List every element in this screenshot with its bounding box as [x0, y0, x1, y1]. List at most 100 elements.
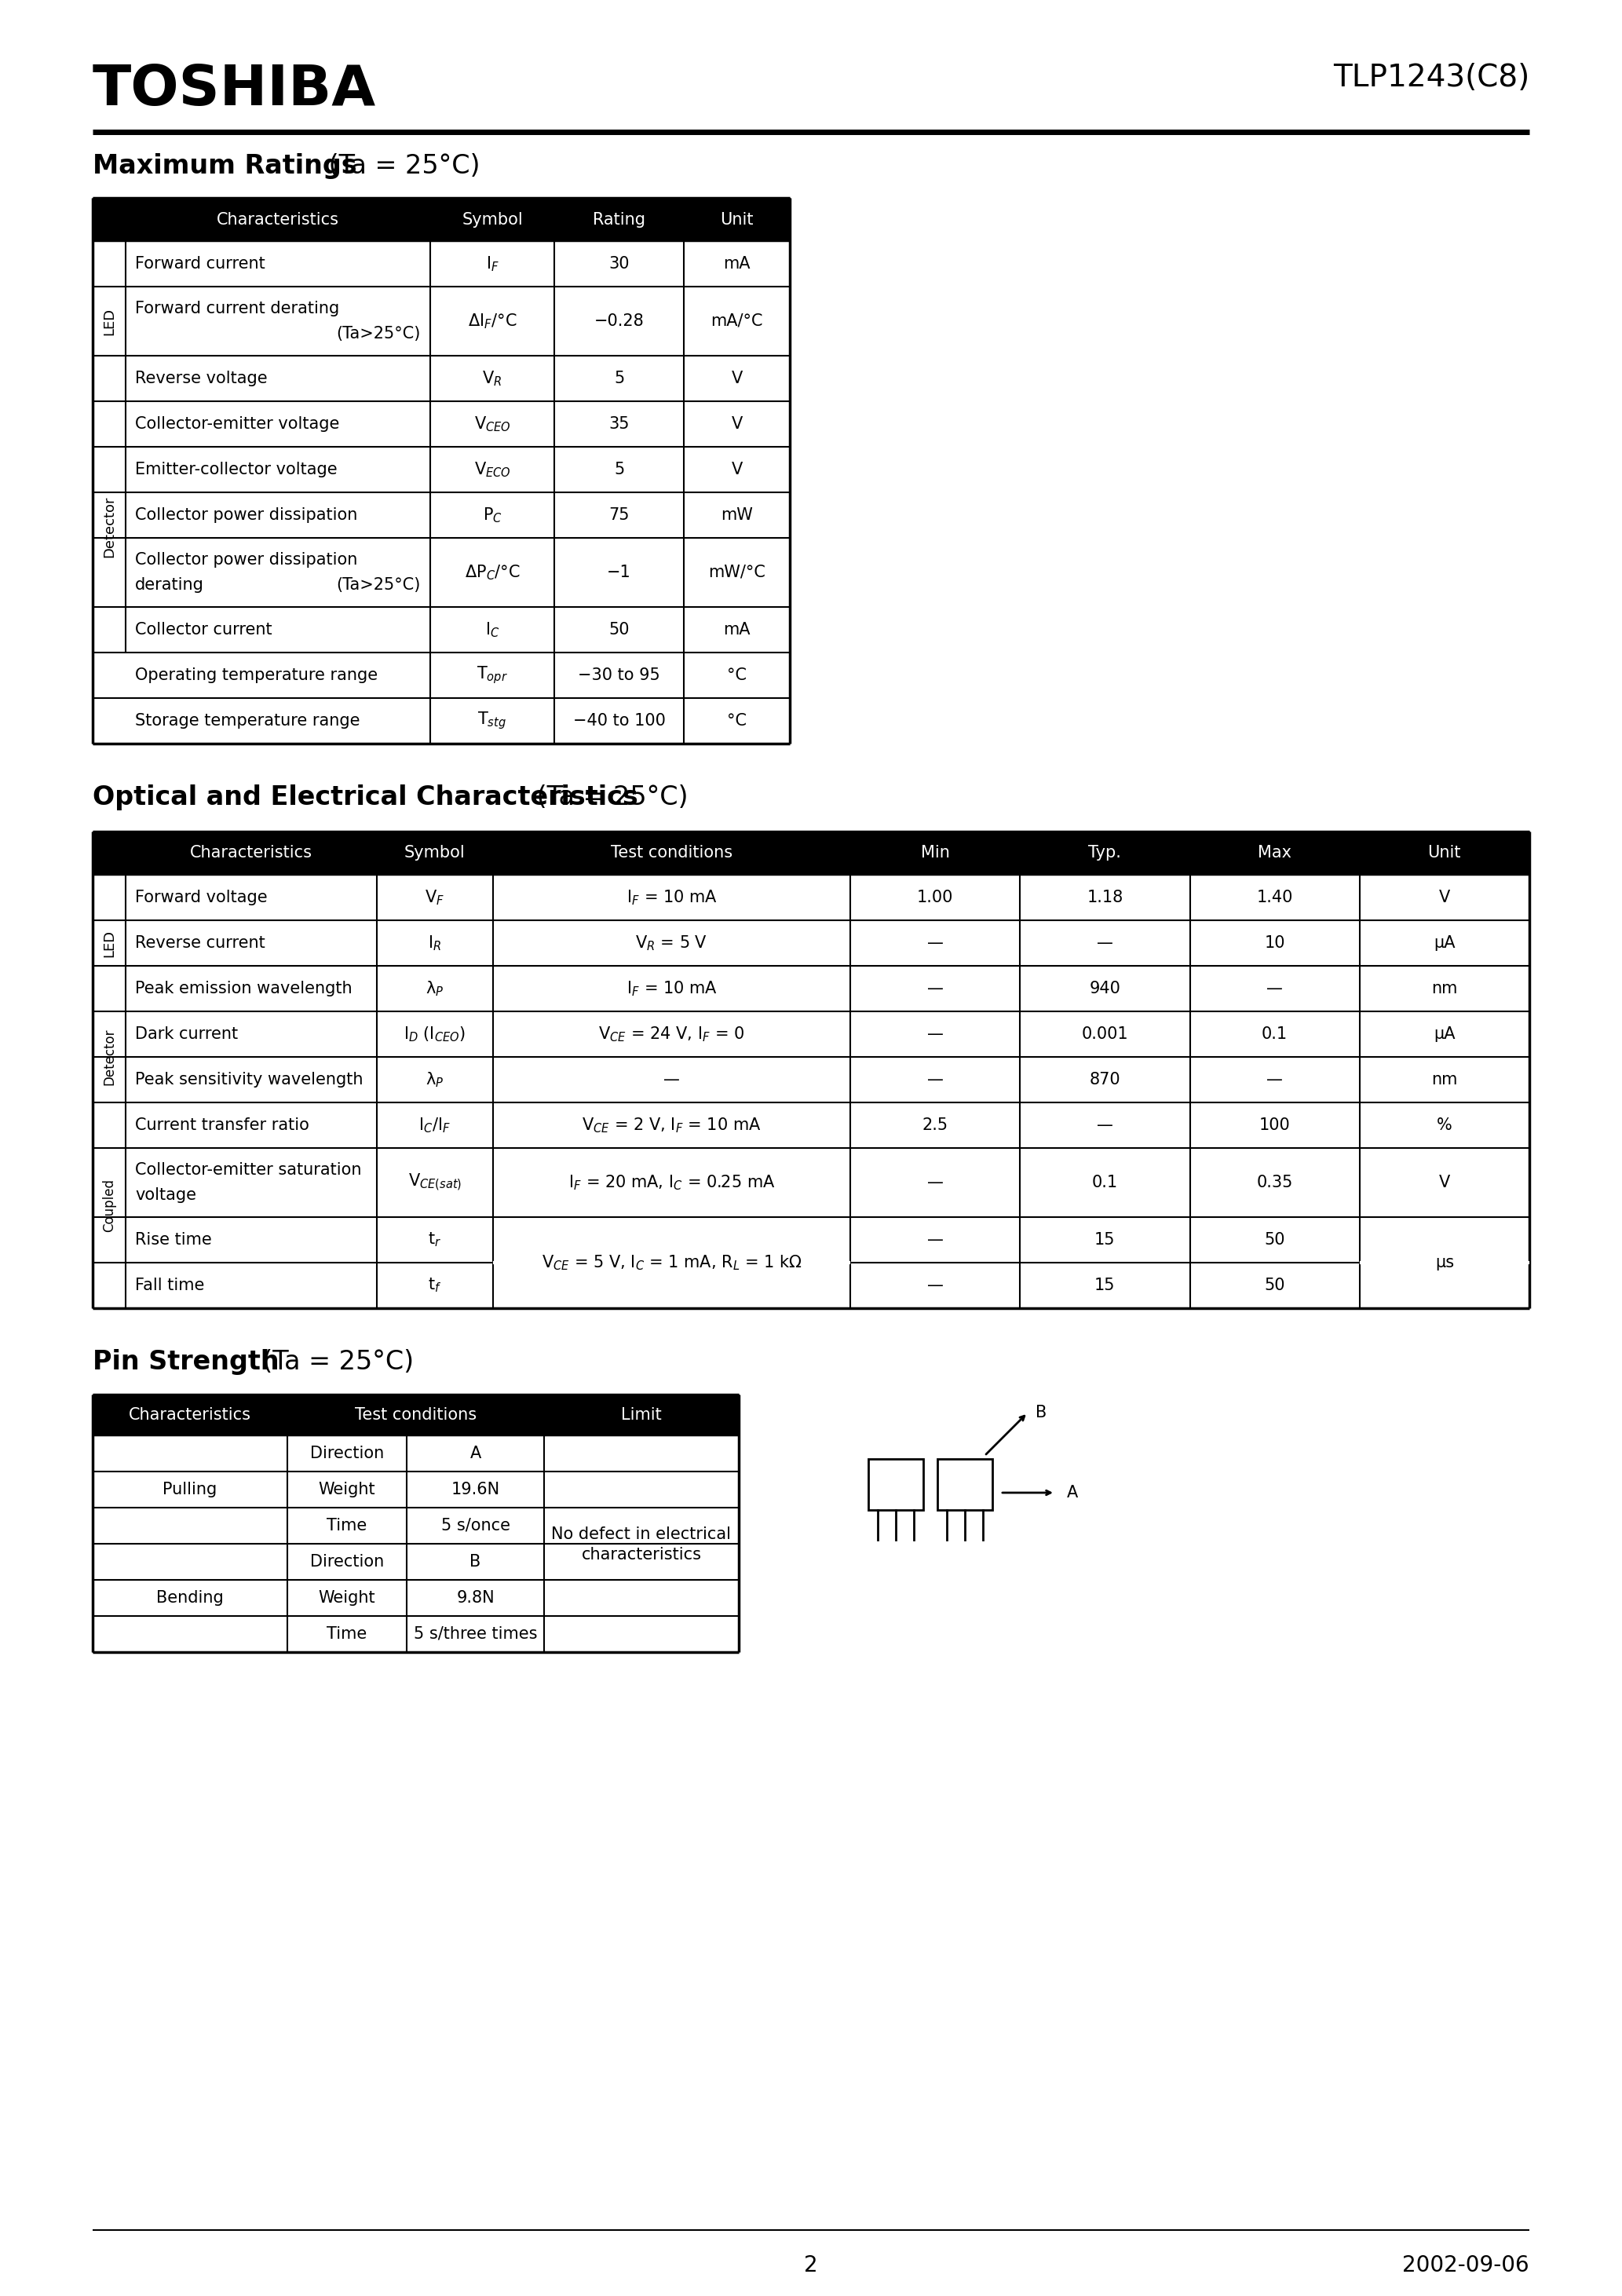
Text: mW/°C: mW/°C: [709, 565, 766, 581]
Text: TLP1243(C8): TLP1243(C8): [1333, 62, 1530, 92]
Text: —: —: [926, 934, 944, 951]
Text: μA: μA: [1434, 934, 1455, 951]
Text: LED: LED: [102, 930, 117, 957]
Text: A: A: [1067, 1486, 1079, 1502]
Text: Emitter-collector voltage: Emitter-collector voltage: [135, 461, 337, 478]
Text: V$_{CEO}$: V$_{CEO}$: [474, 416, 511, 434]
Text: ΔI$_F$/°C: ΔI$_F$/°C: [467, 312, 517, 331]
Text: 10: 10: [1264, 934, 1285, 951]
Text: T$_{stg}$: T$_{stg}$: [478, 709, 506, 732]
Text: —: —: [1096, 1118, 1113, 1134]
Text: nm: nm: [1431, 980, 1458, 996]
Text: Collector power dissipation: Collector power dissipation: [135, 507, 357, 523]
Text: 15: 15: [1095, 1277, 1116, 1293]
Text: 15: 15: [1095, 1233, 1116, 1247]
Text: −0.28: −0.28: [594, 312, 644, 328]
Text: V: V: [732, 416, 743, 432]
Text: P$_C$: P$_C$: [482, 505, 503, 523]
Text: (Ta>25°C): (Ta>25°C): [336, 326, 420, 342]
Text: Detector: Detector: [102, 1029, 117, 1086]
Text: Reverse voltage: Reverse voltage: [135, 370, 268, 386]
Text: 1.40: 1.40: [1257, 889, 1293, 905]
Bar: [938, 1458, 993, 1511]
Text: Weight: Weight: [318, 1481, 376, 1497]
Text: mA: mA: [723, 622, 751, 638]
Text: 50: 50: [608, 622, 629, 638]
Text: V$_{CE}$ = 2 V, I$_F$ = 10 mA: V$_{CE}$ = 2 V, I$_F$ = 10 mA: [582, 1116, 761, 1134]
Text: 5 s/once: 5 s/once: [441, 1518, 509, 1534]
Text: Peak sensitivity wavelength: Peak sensitivity wavelength: [135, 1072, 363, 1088]
Text: Current transfer ratio: Current transfer ratio: [135, 1118, 310, 1134]
Text: Min: Min: [921, 845, 949, 861]
Text: —: —: [1267, 1072, 1283, 1088]
Text: °C: °C: [727, 668, 746, 684]
Text: I$_C$: I$_C$: [485, 620, 500, 638]
Text: Fall time: Fall time: [135, 1277, 204, 1293]
Text: mA: mA: [723, 255, 751, 271]
Text: V$_R$: V$_R$: [482, 370, 503, 388]
Text: B: B: [1035, 1405, 1046, 1421]
Text: 1.00: 1.00: [916, 889, 954, 905]
Text: I$_F$ = 10 mA: I$_F$ = 10 mA: [626, 889, 717, 907]
Text: (Ta = 25°C): (Ta = 25°C): [320, 154, 480, 179]
Text: V: V: [1439, 889, 1450, 905]
Text: Weight: Weight: [318, 1591, 376, 1605]
Text: 75: 75: [608, 507, 629, 523]
Text: V: V: [732, 461, 743, 478]
Text: 870: 870: [1090, 1072, 1121, 1088]
Text: Symbol: Symbol: [462, 211, 522, 227]
Text: Storage temperature range: Storage temperature range: [135, 714, 360, 728]
Text: 5 s/three times: 5 s/three times: [414, 1626, 537, 1642]
Text: Collector-emitter saturation: Collector-emitter saturation: [135, 1162, 362, 1178]
Text: voltage: voltage: [135, 1187, 196, 1203]
Text: λ$_P$: λ$_P$: [425, 1070, 444, 1088]
Text: −30 to 95: −30 to 95: [577, 668, 660, 684]
Text: I$_R$: I$_R$: [428, 934, 441, 953]
Text: 2002-09-06: 2002-09-06: [1403, 2255, 1530, 2275]
Text: Collector-emitter voltage: Collector-emitter voltage: [135, 416, 339, 432]
Text: V$_{CE (sat)}$: V$_{CE (sat)}$: [409, 1173, 462, 1194]
Text: Pulling: Pulling: [162, 1481, 217, 1497]
Text: Collector current: Collector current: [135, 622, 272, 638]
Text: Maximum Ratings: Maximum Ratings: [92, 154, 357, 179]
Text: —: —: [1267, 980, 1283, 996]
Text: −1: −1: [607, 565, 631, 581]
Text: mA/°C: mA/°C: [710, 312, 762, 328]
Text: Limit: Limit: [621, 1407, 662, 1424]
Text: Collector power dissipation: Collector power dissipation: [135, 551, 357, 567]
Text: Test conditions: Test conditions: [355, 1407, 477, 1424]
Text: Optical and Electrical Characteristics: Optical and Electrical Characteristics: [92, 785, 637, 810]
Text: Rating: Rating: [592, 211, 646, 227]
Text: A: A: [470, 1446, 482, 1460]
Text: TOSHIBA: TOSHIBA: [92, 62, 376, 117]
Text: ΔP$_C$/°C: ΔP$_C$/°C: [464, 563, 521, 581]
Text: Detector: Detector: [102, 496, 117, 558]
Text: μs: μs: [1435, 1256, 1453, 1270]
Text: t$_r$: t$_r$: [428, 1231, 441, 1249]
Text: V$_R$ = 5 V: V$_R$ = 5 V: [636, 934, 707, 953]
Text: I$_D$ (I$_{CEO}$): I$_D$ (I$_{CEO}$): [404, 1024, 466, 1042]
Text: λ$_P$: λ$_P$: [425, 980, 444, 999]
Text: Bending: Bending: [156, 1591, 224, 1605]
Text: 30: 30: [608, 255, 629, 271]
Text: —: —: [926, 1233, 944, 1247]
Text: mW: mW: [720, 507, 753, 523]
Text: I$_F$ = 10 mA: I$_F$ = 10 mA: [626, 980, 717, 999]
Text: Direction: Direction: [310, 1446, 384, 1460]
Text: 35: 35: [608, 416, 629, 432]
Text: 50: 50: [1264, 1277, 1285, 1293]
Text: 0.001: 0.001: [1082, 1026, 1129, 1042]
Text: Peak emission wavelength: Peak emission wavelength: [135, 980, 352, 996]
Text: characteristics: characteristics: [581, 1548, 701, 1564]
Text: V: V: [732, 370, 743, 386]
Text: V$_{ECO}$: V$_{ECO}$: [474, 459, 511, 480]
Text: Forward voltage: Forward voltage: [135, 889, 268, 905]
Text: Time: Time: [328, 1626, 367, 1642]
Text: 1.18: 1.18: [1087, 889, 1122, 905]
Text: Typ.: Typ.: [1088, 845, 1121, 861]
Text: Characteristics: Characteristics: [217, 211, 339, 227]
Text: V$_{CE}$ = 24 V, I$_F$ = 0: V$_{CE}$ = 24 V, I$_F$ = 0: [599, 1024, 744, 1042]
Text: 940: 940: [1090, 980, 1121, 996]
Text: (Ta = 25°C): (Ta = 25°C): [247, 1350, 414, 1375]
Text: I$_F$ = 20 mA, I$_C$ = 0.25 mA: I$_F$ = 20 mA, I$_C$ = 0.25 mA: [568, 1173, 775, 1192]
